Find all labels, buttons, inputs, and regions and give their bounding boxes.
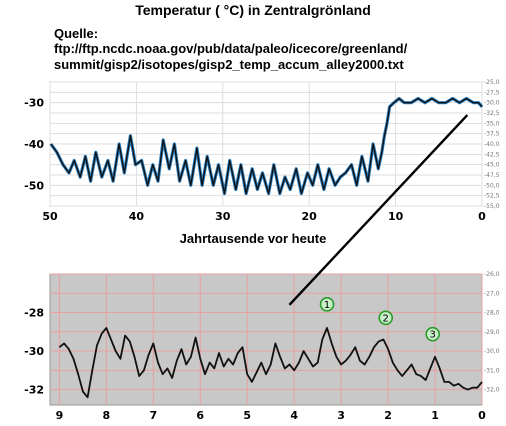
y-tick-label-right: -37,5 xyxy=(484,131,500,138)
plot-area xyxy=(49,273,483,406)
x-tick-label: 30 xyxy=(215,210,231,223)
y-tick-label-right: -42,5 xyxy=(484,151,500,158)
y-tick-label-right: -29,0 xyxy=(484,329,500,336)
page-title: Temperatur ( °C) in Zentralgrönland xyxy=(135,2,371,18)
series-line xyxy=(50,97,483,195)
y-tick-label-right: -27,0 xyxy=(484,290,500,297)
x-tick-label: 20 xyxy=(302,210,318,223)
y-tick-label-right: -32,0 xyxy=(484,387,500,394)
y-tick-label-right: -45,0 xyxy=(484,162,500,169)
x-tick-label: 0 xyxy=(478,409,486,422)
zoom-connector-line xyxy=(288,114,469,306)
y-tick-label-right: -55,0 xyxy=(484,203,500,210)
x-tick-label: 10 xyxy=(388,210,404,223)
y-tick-label-right: -50,0 xyxy=(484,182,500,189)
y-tick-label-right: -52,5 xyxy=(484,193,500,200)
event-marker-label: 3 xyxy=(430,330,436,341)
y-tick-label-right: -27,5 xyxy=(484,89,500,96)
y-tick-label-right: -47,5 xyxy=(484,172,500,179)
y-tick-label-left: -30 xyxy=(24,97,44,110)
x-tick-label: 6 xyxy=(196,409,204,422)
y-tick-label-right: -35,0 xyxy=(484,120,500,127)
y-tick-label-right: -30,0 xyxy=(484,100,500,107)
source-label: Quelle: xyxy=(54,26,99,41)
connector-layer xyxy=(288,114,469,306)
x-tick-label: 50 xyxy=(42,210,58,223)
x-tick-label: 0 xyxy=(478,210,486,223)
y-tick-label-left: -32 xyxy=(24,384,44,397)
y-tick-label-left: -28 xyxy=(24,307,44,320)
event-marker-circle xyxy=(425,326,440,342)
y-tick-label-right: -25,0 xyxy=(484,79,500,86)
series-line xyxy=(58,326,483,399)
y-tick-label-right: -40,0 xyxy=(484,141,500,148)
x-tick-label: 5 xyxy=(243,409,251,422)
y-tick-label-right: -30,0 xyxy=(484,348,500,355)
source-url-line-2: summit/gisp2/isotopes/gisp2_temp_accum_a… xyxy=(54,57,404,72)
x-tick-label: 7 xyxy=(149,409,157,422)
top-chart-panel: -25,0 -27,5 -30,0 -32,5 -35,0 -37,5 -40,0 -42,5… xyxy=(24,79,500,223)
source-url-line-1: ftp://ftp.ncdc.noaa.gov/pub/data/paleo/i… xyxy=(54,41,408,56)
event-marker-label: 2 xyxy=(383,313,389,324)
x-tick-label: 2 xyxy=(384,409,392,422)
x-tick-label: 3 xyxy=(337,409,345,422)
event-marker-circle xyxy=(378,310,394,326)
event-marker-circle xyxy=(319,297,335,312)
y-tick-label-right: -28,0 xyxy=(484,310,500,317)
y-tick-label-left: -30 xyxy=(24,345,44,358)
x-tick-label: 1 xyxy=(431,409,439,422)
x-axis-label: Jahrtausende vor heute xyxy=(179,231,327,246)
y-tick-label-right: -32,5 xyxy=(484,110,500,117)
y-tick-label-left: -50 xyxy=(24,179,44,192)
y-tick-label-right: -26,0 xyxy=(484,271,500,278)
y-tick-label-left: -40 xyxy=(24,138,44,151)
x-tick-label: 40 xyxy=(129,210,145,223)
x-tick-label: 4 xyxy=(290,409,298,422)
x-tick-label: 8 xyxy=(103,409,111,422)
x-tick-label: 9 xyxy=(56,409,64,422)
bottom-chart-panel: -26,0 -27,0 -28,0 -29,0 -30,0 -31,0 -32,0 -28 -3… xyxy=(24,271,500,422)
event-marker-label: 1 xyxy=(324,300,330,311)
y-tick-label-right: -31,0 xyxy=(484,367,500,374)
